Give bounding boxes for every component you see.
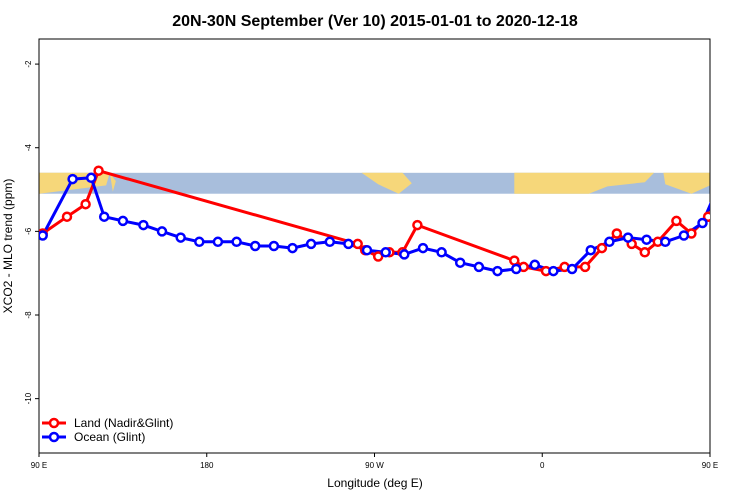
data-point-land — [61, 211, 73, 222]
data-point-land — [93, 165, 104, 176]
map-land-north-america — [361, 172, 412, 194]
data-point-ocean — [39, 230, 48, 241]
data-point-ocean — [717, 175, 725, 183]
data-point-ocean — [604, 236, 615, 248]
world-map-band — [39, 172, 710, 194]
y-tick-label: -2 — [24, 60, 33, 68]
data-point-ocean — [305, 238, 317, 250]
y-tick-label: -10 — [24, 392, 33, 404]
data-point-ocean — [473, 261, 485, 273]
data-point-ocean — [287, 242, 298, 254]
legend: Land (Nadir&Glint) Ocean (Glint) — [42, 416, 173, 444]
x-tick-label: 90 E — [702, 461, 718, 470]
data-point-land — [596, 242, 608, 254]
map-land-japan — [109, 172, 116, 192]
map-land-asia-repeat — [663, 172, 710, 194]
data-point-land — [509, 255, 520, 266]
data-point-ocean — [660, 236, 671, 248]
x-axis-label: Longitude (deg E) — [327, 476, 422, 490]
x-tick-label: 180 — [200, 461, 214, 470]
data-point-ocean — [548, 265, 559, 277]
x-tick-label: 90 E — [31, 461, 47, 470]
data-point-ocean — [231, 236, 242, 248]
data-point-ocean — [736, 174, 744, 182]
data-point-ocean — [641, 234, 652, 245]
chart-title: 20N-30N September (Ver 10) 2015-01-01 to… — [172, 13, 578, 30]
data-point-ocean — [417, 242, 429, 254]
data-point-ocean — [194, 236, 205, 248]
data-point-ocean — [175, 232, 186, 243]
data-point-ocean — [566, 263, 578, 275]
data-point-ocean — [212, 236, 224, 248]
data-point-land — [702, 211, 710, 222]
data-point-land — [412, 219, 423, 231]
series-layer — [39, 165, 744, 277]
data-point-ocean — [117, 215, 129, 227]
y-axis-label: XCO2 - MLO trend (ppm) — [1, 179, 15, 314]
data-point-ocean — [361, 244, 373, 256]
data-point-ocean — [510, 263, 522, 275]
data-point-ocean — [138, 219, 149, 231]
data-point-ocean — [249, 240, 261, 252]
series-group — [39, 165, 744, 277]
y-tick-label: -6 — [24, 227, 33, 235]
data-point-land — [372, 251, 384, 262]
data-point-land — [671, 215, 682, 227]
data-point-ocean — [399, 249, 410, 260]
data-point-land — [80, 198, 91, 210]
data-point-ocean — [98, 211, 110, 222]
legend-label-ocean: Ocean (Glint) — [74, 430, 145, 444]
legend-marker-land — [48, 417, 60, 429]
map-land-africa-arabia — [514, 172, 655, 194]
data-point-land — [579, 261, 591, 273]
data-point-ocean — [343, 238, 354, 250]
data-point-ocean — [324, 236, 336, 248]
data-point-ocean — [454, 257, 466, 268]
data-point-ocean — [436, 247, 447, 258]
legend-label-land: Land (Nadir&Glint) — [74, 416, 173, 430]
y-axis: -2 -4 -6 -8 -10 — [24, 60, 39, 404]
data-point-land — [723, 200, 731, 208]
data-point-land — [734, 167, 742, 175]
x-axis: 90 E 180 90 W 0 90 E — [31, 453, 718, 470]
data-point-land — [611, 228, 623, 239]
data-point-ocean — [268, 240, 280, 252]
data-point-ocean — [529, 259, 541, 271]
x-tick-label: 90 W — [365, 461, 384, 470]
data-point-ocean — [697, 217, 708, 229]
legend-item-land: Land (Nadir&Glint) — [42, 416, 173, 430]
y-tick-label: -8 — [24, 311, 33, 319]
data-point-ocean — [678, 230, 690, 241]
data-point-ocean — [85, 172, 97, 184]
data-point-ocean — [67, 173, 78, 185]
legend-marker-ocean — [48, 431, 60, 443]
data-point-ocean — [380, 247, 391, 258]
data-point-land — [352, 238, 363, 250]
data-point-ocean — [156, 226, 168, 237]
data-point-land — [639, 247, 651, 258]
data-point-ocean — [622, 232, 634, 243]
legend-item-ocean: Ocean (Glint) — [42, 430, 145, 444]
data-point-ocean — [492, 265, 503, 277]
x-tick-label: 0 — [540, 461, 545, 470]
y-tick-label: -4 — [24, 144, 33, 152]
data-point-ocean — [585, 244, 596, 256]
